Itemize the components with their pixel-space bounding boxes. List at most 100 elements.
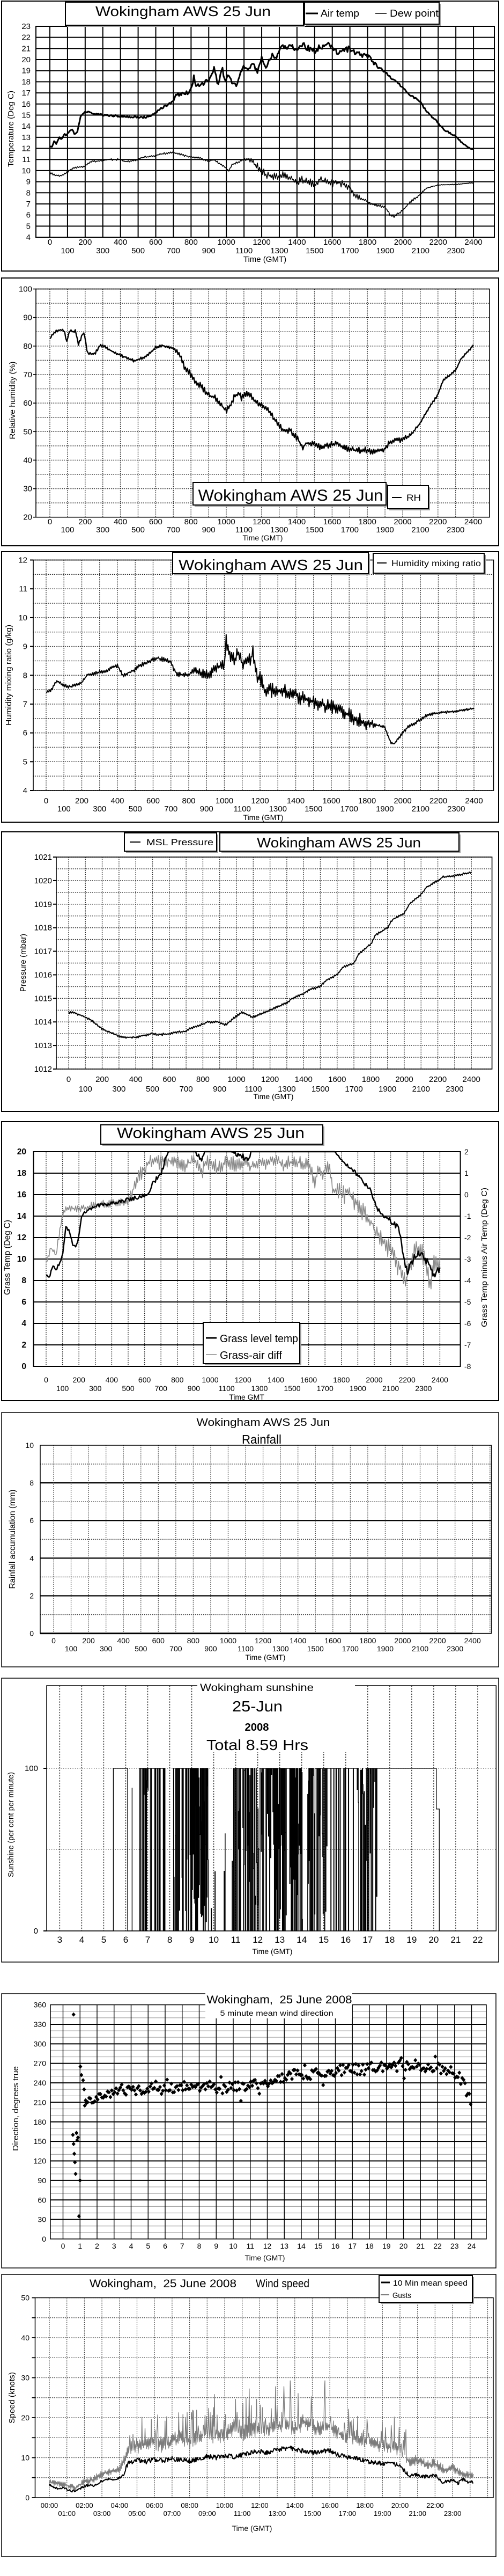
svg-text:Wokingham AWS 25 Jun: Wokingham AWS 25 Jun <box>179 557 363 573</box>
svg-text:19: 19 <box>382 2242 391 2250</box>
svg-text:10: 10 <box>17 1255 26 1264</box>
svg-text:14:00: 14:00 <box>286 2501 304 2509</box>
svg-text:22: 22 <box>473 1935 483 1945</box>
svg-text:Wokingham, 25 June 2008: Wokingham, 25 June 2008 <box>207 1994 352 2006</box>
svg-text:18: 18 <box>17 1169 27 1178</box>
svg-text:500: 500 <box>146 1085 159 1094</box>
svg-text:12: 12 <box>21 144 31 153</box>
svg-text:1900: 1900 <box>376 246 394 255</box>
svg-text:9: 9 <box>189 1935 194 1945</box>
svg-text:700: 700 <box>169 1644 182 1653</box>
svg-text:1600: 1600 <box>322 796 340 806</box>
svg-text:700: 700 <box>167 525 180 535</box>
svg-text:800: 800 <box>187 1636 200 1645</box>
svg-text:2: 2 <box>95 2242 99 2250</box>
svg-text:8: 8 <box>29 1479 34 1487</box>
svg-text:Time (GMT): Time (GMT) <box>243 813 284 822</box>
svg-text:2200: 2200 <box>429 796 447 806</box>
svg-text:100: 100 <box>25 1764 38 1773</box>
svg-text:21: 21 <box>450 1935 461 1945</box>
svg-text:3: 3 <box>112 2242 116 2250</box>
svg-text:800: 800 <box>182 796 195 806</box>
svg-text:2: 2 <box>29 1591 34 1600</box>
svg-text:800: 800 <box>184 238 198 247</box>
svg-text:1000: 1000 <box>220 1636 236 1645</box>
svg-text:4: 4 <box>79 1935 84 1945</box>
svg-text:6: 6 <box>163 2242 167 2250</box>
svg-text:900: 900 <box>202 525 216 535</box>
svg-text:Wokingham AWS 25 Jun: Wokingham AWS 25 Jun <box>95 3 271 19</box>
svg-text:1400: 1400 <box>268 1375 284 1384</box>
svg-text:30: 30 <box>23 485 32 494</box>
svg-text:17: 17 <box>21 89 31 98</box>
svg-text:23: 23 <box>450 2242 459 2250</box>
svg-text:2100: 2100 <box>412 1644 428 1653</box>
svg-text:Humidity mixing ratio: Humidity mixing ratio <box>391 559 481 568</box>
svg-text:200: 200 <box>78 517 92 526</box>
svg-text:13: 13 <box>280 2242 288 2250</box>
svg-text:25-Jun: 25-Jun <box>232 1698 283 1715</box>
svg-text:1800: 1800 <box>358 796 376 806</box>
svg-text:1012: 1012 <box>34 1065 52 1074</box>
svg-text:Speed (knots): Speed (knots) <box>8 2372 17 2424</box>
svg-text:600: 600 <box>149 238 162 247</box>
svg-text:8: 8 <box>167 1935 172 1945</box>
svg-text:10: 10 <box>209 1935 219 1945</box>
svg-text:1014: 1014 <box>34 1018 52 1027</box>
svg-text:1900: 1900 <box>350 1384 366 1393</box>
svg-text:-1: -1 <box>464 1212 471 1220</box>
svg-text:1500: 1500 <box>312 1085 329 1094</box>
svg-text:1500: 1500 <box>306 246 323 255</box>
svg-text:18: 18 <box>21 77 31 86</box>
svg-text:4: 4 <box>29 1554 34 1562</box>
svg-text:1700: 1700 <box>317 1384 333 1393</box>
svg-text:Total 8.59 Hrs: Total 8.59 Hrs <box>206 1737 308 1753</box>
svg-text:18: 18 <box>384 1935 395 1945</box>
svg-text:Wokingham AWS 25 Jun: Wokingham AWS 25 Jun <box>198 487 383 504</box>
svg-text:1300: 1300 <box>251 1384 268 1393</box>
svg-text:13:00: 13:00 <box>269 2509 286 2518</box>
svg-text:500: 500 <box>122 1384 135 1393</box>
svg-text:16: 16 <box>340 1935 351 1945</box>
svg-text:1019: 1019 <box>34 900 52 909</box>
svg-text:100: 100 <box>57 804 71 814</box>
svg-text:400: 400 <box>110 796 124 806</box>
svg-text:1400: 1400 <box>288 238 306 247</box>
svg-text:19: 19 <box>21 67 31 76</box>
svg-text:0: 0 <box>44 796 48 806</box>
svg-text:900: 900 <box>213 1085 226 1094</box>
svg-text:Time (GMT): Time (GMT) <box>246 1653 286 1662</box>
svg-text:0: 0 <box>48 517 52 526</box>
svg-text:5: 5 <box>101 1935 106 1945</box>
svg-text:Time (GMT): Time (GMT) <box>254 1092 294 1101</box>
svg-text:Wokingham sunshine: Wokingham sunshine <box>200 1682 314 1694</box>
svg-text:1400: 1400 <box>295 1075 313 1084</box>
svg-text:Wokingham AWS 25 Jun: Wokingham AWS 25 Jun <box>257 835 421 851</box>
svg-text:7: 7 <box>145 1935 150 1945</box>
svg-text:13: 13 <box>21 133 31 142</box>
svg-text:20: 20 <box>21 55 31 64</box>
svg-text:300: 300 <box>89 1384 102 1393</box>
svg-text:-3: -3 <box>464 1255 471 1263</box>
svg-text:-6: -6 <box>464 1319 471 1328</box>
svg-text:Time (GMT): Time (GMT) <box>232 2524 272 2533</box>
svg-text:07:00: 07:00 <box>164 2509 181 2518</box>
svg-text:8: 8 <box>23 671 27 680</box>
svg-text:2100: 2100 <box>412 1085 430 1094</box>
svg-text:0: 0 <box>25 2493 29 2502</box>
svg-text:4: 4 <box>26 233 31 242</box>
svg-text:11: 11 <box>231 1935 241 1945</box>
svg-text:1400: 1400 <box>287 796 305 806</box>
svg-text:1017: 1017 <box>34 947 52 956</box>
svg-text:2400: 2400 <box>464 238 482 247</box>
svg-text:900: 900 <box>188 1384 201 1393</box>
svg-text:03:00: 03:00 <box>93 2509 111 2518</box>
svg-text:Relative humidity (%): Relative humidity (%) <box>8 362 17 440</box>
svg-text:13: 13 <box>275 1935 285 1945</box>
svg-text:600: 600 <box>149 517 162 526</box>
svg-text:1900: 1900 <box>379 1085 396 1094</box>
svg-text:1200: 1200 <box>251 796 269 806</box>
svg-text:200: 200 <box>73 1375 86 1384</box>
svg-text:Grass Temp (Deg C): Grass Temp (Deg C) <box>3 1220 12 1295</box>
svg-text:2100: 2100 <box>382 1384 399 1393</box>
